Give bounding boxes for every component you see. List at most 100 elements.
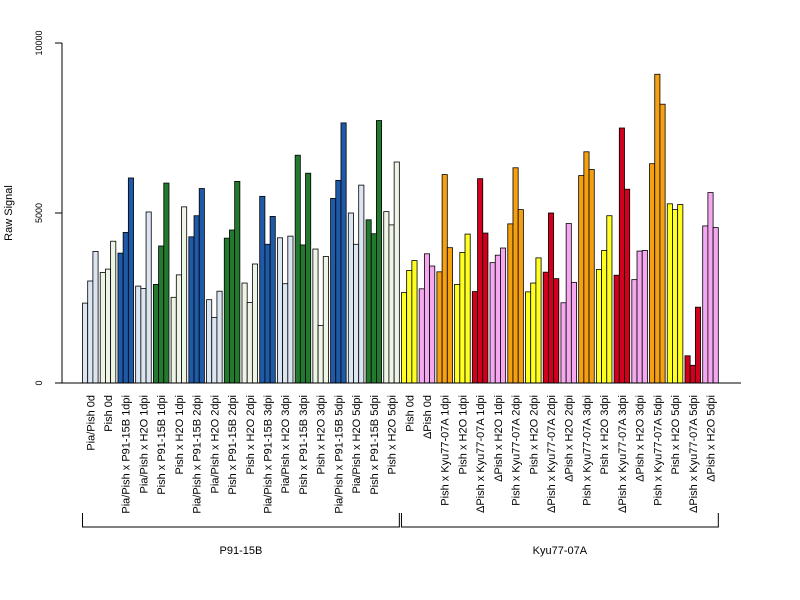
bar (287, 235, 294, 384)
bar (429, 265, 436, 384)
category-label: Pia/Pish x H2O 3dpi (280, 395, 292, 493)
bar (613, 274, 620, 384)
category-label: Pish x H2O 3dpi (599, 395, 611, 474)
bar (666, 203, 673, 384)
category-label: Pish x P91-15B 1dpi (156, 395, 168, 495)
bar (264, 243, 271, 384)
category-label: ΔPish x Kyu77-07A 1dpi (475, 395, 487, 513)
bar (347, 212, 354, 384)
bar (689, 364, 696, 384)
category-label: Pish x P91-15B 2dpi (227, 395, 239, 495)
bar (122, 231, 129, 384)
bar (193, 215, 200, 384)
category-label: Pish x H2O 3dpi (316, 395, 328, 474)
bar (246, 302, 253, 384)
bar (82, 302, 89, 384)
bar (335, 179, 342, 384)
bar (198, 188, 205, 384)
bar (152, 283, 159, 384)
bar (140, 288, 147, 384)
bar (127, 177, 134, 384)
category-label: Pish x Kyu77-07A 1dpi (440, 395, 452, 506)
category-label: Pish x P91-15B 5dpi (369, 395, 381, 495)
bar (578, 175, 585, 384)
bar (135, 285, 142, 384)
bar (353, 243, 360, 384)
bar (383, 211, 390, 384)
bar (553, 278, 560, 384)
bar (494, 254, 501, 384)
bar (672, 209, 679, 384)
bar (530, 282, 537, 384)
category-label: ΔPish x H2O 2dpi (564, 395, 576, 482)
bar (418, 288, 425, 384)
group-bracket (400, 513, 719, 528)
y-tick-label: 0 (34, 380, 44, 385)
bar (517, 209, 524, 384)
group-label: Kyu77-07A (533, 545, 588, 557)
category-label: ΔPish x H2O 3dpi (635, 395, 647, 482)
bar (694, 306, 701, 384)
category-label: Pish x H2O 5dpi (387, 395, 399, 474)
bar (158, 245, 165, 384)
bar (269, 215, 276, 384)
bar (92, 251, 99, 384)
category-label: Pish x H2O 2dpi (245, 395, 257, 474)
bar (406, 270, 413, 384)
bar (170, 296, 177, 384)
bar (322, 256, 329, 384)
bar (188, 236, 195, 384)
bar (512, 167, 519, 384)
bar (684, 355, 691, 384)
bar (411, 260, 418, 384)
category-label: Pish x P91-15B 3dpi (298, 395, 310, 495)
category-label: Pia/Pish x H2O 5dpi (351, 395, 363, 493)
bar (677, 204, 684, 384)
bars (82, 73, 719, 384)
bar (110, 240, 117, 384)
category-label: Pish 0d (404, 395, 416, 432)
bar (211, 316, 218, 384)
bar (259, 195, 266, 384)
bar (454, 283, 461, 384)
bar (482, 232, 489, 384)
category-label: Pish x H2O 1dpi (457, 395, 469, 474)
bar (565, 223, 572, 384)
bar (654, 73, 661, 384)
bar (370, 233, 377, 384)
bar (595, 269, 602, 384)
category-label: Pia/Pish x P91-15B 2dpi (192, 395, 204, 514)
bar (641, 249, 648, 384)
bar (234, 180, 241, 384)
bar (117, 252, 124, 384)
bar (365, 219, 372, 384)
bar (459, 252, 466, 384)
y-tick-label: 10000 (34, 30, 44, 55)
bar (446, 247, 453, 384)
y-tick-label: 5000 (34, 203, 44, 223)
bar (606, 215, 613, 384)
bar (206, 299, 213, 384)
group-bracket (82, 513, 400, 528)
bar (624, 188, 631, 384)
bar (588, 169, 595, 384)
y-axis-title: Raw Signal (3, 185, 15, 241)
bar (358, 184, 365, 384)
category-label: ΔPish x Kyu77-07A 3dpi (617, 395, 629, 513)
group-label: P91-15B (220, 545, 263, 557)
bar (601, 249, 608, 384)
bar (175, 274, 182, 384)
bar (649, 163, 656, 384)
bar (471, 291, 478, 384)
category-label: Pia/Pish 0d (85, 395, 97, 451)
bar (659, 103, 666, 384)
category-labels: Pia/Pish 0d Pish 0d Pia/Pish x P91-15B 1dp… (85, 395, 717, 514)
bar (548, 212, 555, 384)
bar (702, 225, 709, 384)
bar (330, 197, 337, 384)
bar (464, 233, 471, 384)
bar (712, 227, 719, 384)
category-label: Pish 0d (103, 395, 115, 432)
bar (436, 271, 443, 384)
